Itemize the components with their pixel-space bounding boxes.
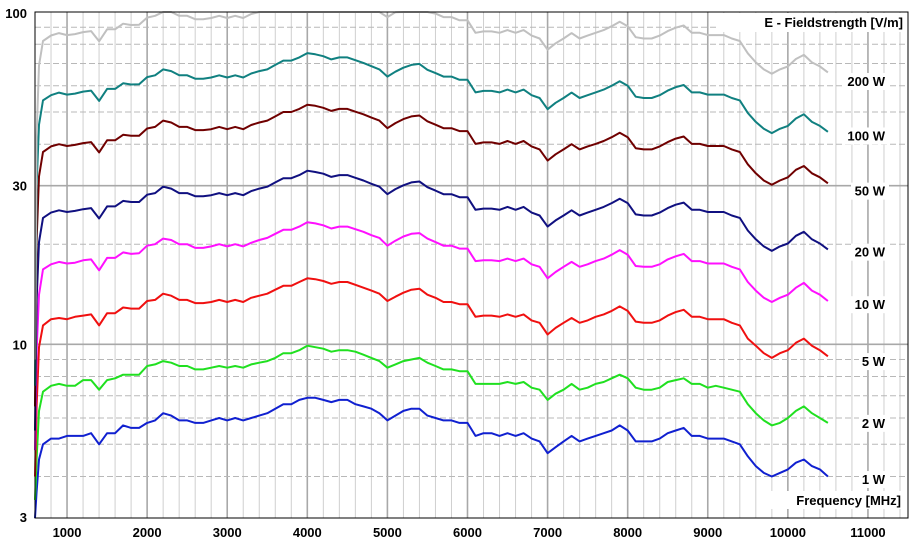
x-tick-label: 1000 bbox=[53, 525, 82, 540]
series-layer bbox=[34, 11, 829, 519]
series-label-background bbox=[851, 296, 889, 314]
y-tick-label: 10 bbox=[13, 337, 27, 352]
series-line-2w bbox=[34, 344, 829, 500]
series-line-1w bbox=[34, 396, 829, 519]
plot-background bbox=[35, 12, 908, 518]
y-tick-label: 30 bbox=[13, 179, 27, 194]
series-line-5w bbox=[34, 277, 829, 477]
x-tick-label: 8000 bbox=[613, 525, 642, 540]
x-axis-title: Frequency [MHz] bbox=[796, 493, 901, 508]
series-line-100w bbox=[34, 52, 829, 386]
x-tick-label: 7000 bbox=[533, 525, 562, 540]
x-tick-label: 10000 bbox=[770, 525, 806, 540]
series-label-background bbox=[859, 471, 889, 489]
y-tick-label: 3 bbox=[20, 510, 27, 525]
x-tick-label: 4000 bbox=[293, 525, 322, 540]
ylabel-background bbox=[718, 13, 906, 32]
series-label-background bbox=[843, 72, 889, 90]
series-labels: 200 W 100 W 50 W 20 W 10 W 5 W 2 W 1 W bbox=[843, 72, 889, 489]
series-label-background bbox=[851, 182, 889, 200]
x-tick-label: 6000 bbox=[453, 525, 482, 540]
tick-labels: 1000 2000 3000 4000 5000 6000 7000 8000 9000 1000… bbox=[5, 6, 885, 540]
plot-frame bbox=[34, 11, 909, 519]
y-axis-title: E - Fieldstrength [V/m] bbox=[764, 15, 903, 30]
series-line-20w bbox=[34, 169, 829, 431]
series-label: 1 W bbox=[862, 472, 886, 487]
series-line-50w bbox=[34, 103, 829, 407]
series-line-10w bbox=[34, 221, 829, 451]
x-tick-label: 9000 bbox=[693, 525, 722, 540]
series-label: 20 W bbox=[855, 245, 886, 260]
series-label-background bbox=[843, 127, 889, 145]
series-label-background bbox=[859, 353, 889, 371]
series-label-background bbox=[851, 243, 889, 261]
series-label: 5 W bbox=[862, 354, 886, 369]
x-tick-label: 2000 bbox=[133, 525, 162, 540]
series-label: 10 W bbox=[855, 297, 886, 312]
series-label: 50 W bbox=[855, 184, 886, 199]
x-tick-label: 3000 bbox=[213, 525, 242, 540]
series-label: 200 W bbox=[847, 74, 885, 89]
x-tick-label: 5000 bbox=[373, 525, 402, 540]
series-label-background bbox=[859, 414, 889, 432]
series-label: 2 W bbox=[862, 416, 886, 431]
y-tick-label: 100 bbox=[5, 6, 27, 21]
series-label: 100 W bbox=[847, 128, 885, 143]
x-tick-label: 11000 bbox=[850, 525, 885, 540]
xlabel-background bbox=[770, 491, 906, 509]
